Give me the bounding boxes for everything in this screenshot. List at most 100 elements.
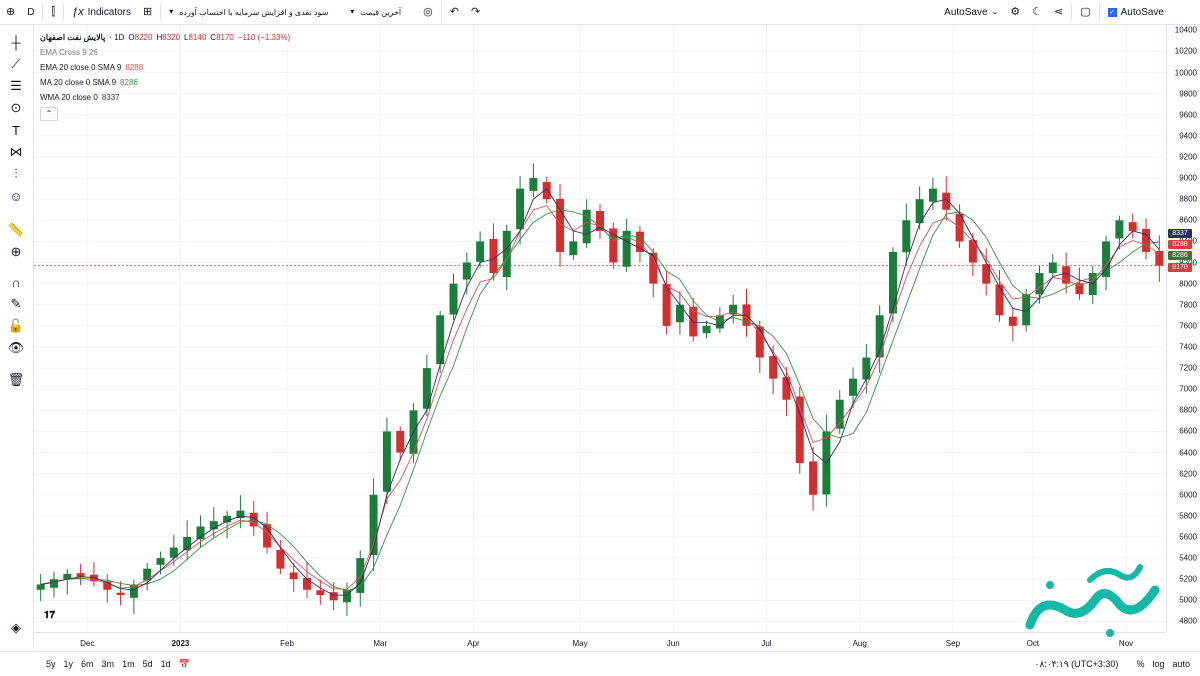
price-chart[interactable] bbox=[34, 25, 1166, 632]
range-5d[interactable]: 5d bbox=[142, 659, 153, 669]
legend-wma-row[interactable]: WMA 20 close 0 8337 bbox=[40, 90, 290, 105]
zoom-tool[interactable]: ⊕ bbox=[6, 243, 26, 261]
range-5y[interactable]: 5y bbox=[46, 659, 56, 669]
share-button[interactable]: ⋖ bbox=[1048, 0, 1069, 24]
candle-body bbox=[356, 558, 365, 593]
price-dropdown[interactable]: ▾ آخرین قیمت bbox=[344, 0, 407, 24]
price-tick-label: 6000 bbox=[1179, 490, 1197, 500]
price-tick-label: 7400 bbox=[1179, 342, 1197, 352]
auto-toggle[interactable]: auto bbox=[1172, 659, 1190, 669]
candle-body bbox=[529, 178, 538, 191]
symbol-search-button[interactable]: D bbox=[21, 0, 40, 24]
plus-circle-icon: ⊕ bbox=[6, 5, 16, 18]
bottom-toolbar: 5y 1y 6m 3m 1m 5d 1d 📅 ۰۸:۰۴:۱۹ (UTC+3:3… bbox=[0, 651, 1200, 676]
eye-off-icon: ◎ bbox=[423, 5, 433, 18]
price-tick-label: 8200 bbox=[1179, 258, 1197, 267]
candle-body bbox=[1008, 316, 1017, 326]
ema-line bbox=[40, 205, 1160, 590]
candle-body bbox=[835, 399, 844, 429]
emoji-tool[interactable]: ☺ bbox=[6, 187, 26, 205]
autosave-dropdown[interactable]: AutoSave ⌄ bbox=[938, 0, 1004, 24]
remove-drawings-tool[interactable]: 🗑 bbox=[6, 371, 26, 389]
goto-date-button[interactable]: 📅 bbox=[175, 659, 194, 670]
trash-icon: 🗑 bbox=[7, 372, 25, 387]
symbol-name[interactable]: پالایش نفت اصفهان bbox=[40, 33, 106, 42]
candle-body bbox=[1115, 220, 1124, 239]
horizontal-lines-tool[interactable]: ☰ bbox=[6, 77, 26, 95]
price-tick-label: 6400 bbox=[1179, 448, 1197, 458]
object-tree-tool[interactable]: ◈ bbox=[6, 619, 26, 637]
indicators-label: Indicators bbox=[87, 6, 131, 18]
fib-tool[interactable]: ⊙ bbox=[6, 99, 26, 117]
grid-icon: ⊞ bbox=[142, 5, 153, 18]
close-label: C bbox=[210, 33, 217, 42]
undo-button[interactable]: ↶ bbox=[444, 0, 465, 24]
redo-icon: ↷ bbox=[470, 5, 481, 18]
log-toggle[interactable]: log bbox=[1152, 659, 1165, 669]
pattern-tool[interactable]: ⋈ bbox=[6, 143, 26, 161]
range-3m[interactable]: 3m bbox=[101, 659, 115, 669]
price-tick-label: 5400 bbox=[1179, 553, 1197, 563]
candle-body bbox=[209, 521, 218, 530]
hide-button[interactable]: ◎ bbox=[417, 0, 439, 24]
candle-body bbox=[1075, 283, 1084, 295]
price-tick-label: 6600 bbox=[1179, 426, 1197, 436]
prediction-tool[interactable]: ⫶ bbox=[6, 165, 26, 183]
tradingview-logo: 𝟏𝟕 bbox=[44, 610, 56, 621]
stay-drawing-tool[interactable]: ✎ bbox=[6, 295, 26, 313]
text-tool[interactable]: T bbox=[6, 121, 26, 139]
legend-ema-row[interactable]: EMA 20 close 0 SMA 9 8288 bbox=[40, 60, 290, 75]
candle-body bbox=[795, 396, 804, 464]
candle-body bbox=[303, 577, 312, 590]
candle-body bbox=[556, 198, 565, 252]
candle-body bbox=[1128, 222, 1137, 231]
percent-toggle[interactable]: % bbox=[1136, 659, 1145, 669]
candle-body bbox=[635, 231, 644, 252]
trend-line-tool[interactable]: ⟋ bbox=[6, 55, 26, 73]
candle-body bbox=[982, 264, 991, 284]
lock-tool[interactable]: 🔓 bbox=[6, 317, 26, 335]
snapshot-icon: ▢ bbox=[1080, 5, 1091, 18]
magnet-tool[interactable]: ∩ bbox=[6, 273, 26, 291]
candle-body bbox=[396, 430, 405, 453]
ohlc-low: L8140 bbox=[184, 30, 206, 45]
collapse-legend-button[interactable]: ⌃ bbox=[40, 107, 58, 121]
clock-readout[interactable]: ۰۸:۰۴:۱۹ (UTC+3:30) bbox=[1034, 658, 1119, 669]
dividend-dropdown[interactable]: ▾ سود نقدی و افزایش سرمایه با احتساب آورد… bbox=[163, 0, 334, 24]
drawing-toolbar: ┼ ⟋ ☰ ⊙ T ⋈ ⫶ ☺ 📏 ⊕ ∩ ✎ 🔓 👁 🗑 ◈ bbox=[0, 25, 34, 650]
ruler-tool[interactable]: 📏 bbox=[6, 221, 26, 239]
candle-body bbox=[769, 356, 778, 379]
divider bbox=[1071, 4, 1073, 20]
time-tick-label: Oct bbox=[1026, 639, 1040, 648]
legend-ma-row[interactable]: MA 20 close 0 SMA 9 8286 bbox=[40, 75, 290, 90]
theme-button[interactable]: ☾ bbox=[1026, 0, 1048, 24]
hide-drawings-tool[interactable]: 👁 bbox=[6, 339, 26, 357]
time-tick-label: Aug bbox=[852, 639, 867, 648]
range-1d[interactable]: 1d bbox=[160, 659, 171, 669]
indicators-button[interactable]: ƒx Indicators bbox=[66, 0, 137, 24]
redo-button[interactable]: ↷ bbox=[465, 0, 486, 24]
range-1m[interactable]: 1m bbox=[122, 659, 135, 669]
snapshot-button[interactable]: ▢ bbox=[1074, 0, 1096, 24]
candle-body bbox=[263, 524, 272, 548]
crosshair-tool[interactable]: ┼ bbox=[6, 33, 26, 51]
legend-ema-cross[interactable]: EMA Cross 9 26 bbox=[40, 45, 290, 60]
price-axis[interactable]: 10400 10200 10000 9800 9600 9400 9200 9000 8800 8… bbox=[1166, 25, 1200, 632]
candle-body bbox=[1142, 228, 1151, 252]
settings-button[interactable]: ⚙ bbox=[1004, 0, 1026, 24]
candle-body bbox=[449, 283, 458, 315]
pattern-icon: ⋈ bbox=[9, 144, 23, 159]
range-1y[interactable]: 1y bbox=[63, 659, 74, 669]
add-symbol-button[interactable]: ⊕ bbox=[0, 0, 21, 24]
candle-body bbox=[382, 431, 391, 492]
autosave-toggle[interactable]: ✓ AutoSave bbox=[1102, 0, 1170, 24]
autosave-label: AutoSave bbox=[944, 6, 988, 18]
divider bbox=[160, 4, 162, 20]
time-axis[interactable]: Dec 2023 Feb Mar Apr May Jun Jul Aug Sep Oct Nov bbox=[34, 632, 1166, 651]
ohlc-close: C8170 bbox=[210, 30, 234, 45]
templates-button[interactable]: ⊞ bbox=[137, 0, 158, 24]
chart-type-button[interactable]: ⫿ bbox=[45, 0, 61, 24]
price-tag: 8337 bbox=[1168, 229, 1192, 238]
range-6m[interactable]: 6m bbox=[81, 659, 94, 669]
candle-body bbox=[183, 536, 192, 551]
